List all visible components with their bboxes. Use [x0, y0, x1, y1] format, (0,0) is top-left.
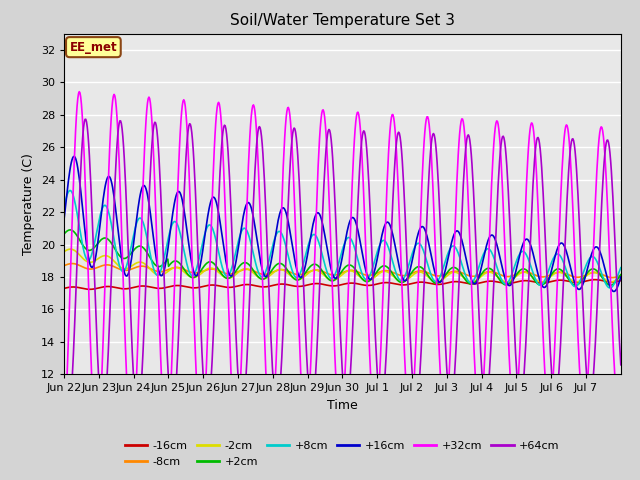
+2cm: [126, 252, 134, 257]
Line: +32cm: +32cm: [64, 92, 621, 445]
X-axis label: Time: Time: [327, 399, 358, 412]
+8cm: [256, 273, 264, 278]
+16cm: [617, 274, 625, 280]
Line: +64cm: +64cm: [64, 119, 621, 420]
+64cm: [433, 150, 440, 156]
-2cm: [432, 279, 440, 285]
+2cm: [66, 227, 74, 233]
+64cm: [127, 314, 134, 320]
+32cm: [76, 89, 83, 95]
+32cm: [93, 442, 100, 448]
Title: Soil/Water Temperature Set 3: Soil/Water Temperature Set 3: [230, 13, 455, 28]
+64cm: [229, 261, 237, 267]
+32cm: [127, 438, 134, 444]
-2cm: [60, 249, 68, 254]
+8cm: [60, 204, 68, 210]
+32cm: [433, 276, 440, 282]
+64cm: [617, 362, 625, 368]
+64cm: [82, 116, 90, 122]
+64cm: [65, 417, 72, 422]
+32cm: [617, 397, 625, 403]
-8cm: [228, 271, 236, 276]
+16cm: [432, 272, 440, 278]
Y-axis label: Temperature (C): Temperature (C): [22, 153, 35, 255]
+16cm: [126, 264, 134, 270]
-8cm: [617, 272, 625, 278]
+16cm: [228, 272, 236, 277]
Line: -16cm: -16cm: [64, 280, 621, 289]
+32cm: [60, 432, 68, 438]
+2cm: [432, 280, 440, 286]
Line: -8cm: -8cm: [64, 264, 621, 277]
+32cm: [229, 411, 237, 417]
+8cm: [228, 263, 236, 269]
-16cm: [256, 284, 264, 289]
-8cm: [608, 275, 616, 280]
+32cm: [257, 228, 264, 233]
-2cm: [617, 273, 625, 279]
-16cm: [228, 284, 236, 290]
+8cm: [126, 249, 134, 254]
+2cm: [617, 272, 625, 277]
-2cm: [401, 278, 408, 284]
-8cm: [68, 261, 76, 266]
Line: +16cm: +16cm: [64, 156, 621, 291]
-16cm: [617, 278, 625, 284]
-8cm: [401, 273, 408, 278]
Line: +2cm: +2cm: [64, 230, 621, 285]
+8cm: [606, 285, 614, 291]
+64cm: [60, 379, 68, 384]
+32cm: [401, 367, 409, 372]
+2cm: [537, 282, 545, 288]
-8cm: [126, 267, 134, 273]
-2cm: [433, 279, 441, 285]
+2cm: [228, 273, 236, 278]
+8cm: [432, 279, 440, 285]
+16cm: [70, 154, 78, 159]
-16cm: [591, 277, 599, 283]
-2cm: [256, 275, 264, 281]
Line: -2cm: -2cm: [64, 249, 621, 282]
-16cm: [277, 281, 285, 287]
+2cm: [401, 278, 408, 284]
+64cm: [257, 128, 264, 133]
-16cm: [432, 281, 440, 287]
-8cm: [60, 263, 68, 268]
+16cm: [256, 256, 264, 262]
-16cm: [401, 282, 408, 288]
+64cm: [278, 355, 285, 360]
-2cm: [126, 264, 134, 270]
+8cm: [401, 274, 408, 280]
+8cm: [277, 230, 285, 236]
+16cm: [277, 207, 285, 213]
+16cm: [401, 278, 408, 284]
-8cm: [432, 273, 440, 278]
+8cm: [66, 188, 74, 193]
-16cm: [60, 286, 68, 291]
+2cm: [277, 261, 285, 266]
+32cm: [278, 200, 285, 205]
Legend: -16cm, -8cm, -2cm, +2cm, +8cm, +16cm, +32cm, +64cm: -16cm, -8cm, -2cm, +2cm, +8cm, +16cm, +3…: [121, 437, 564, 471]
+16cm: [610, 288, 618, 294]
+16cm: [60, 217, 68, 223]
-16cm: [126, 285, 134, 291]
+64cm: [401, 215, 409, 220]
-16cm: [86, 287, 93, 292]
-8cm: [256, 271, 264, 276]
-2cm: [67, 246, 74, 252]
Line: +8cm: +8cm: [64, 191, 621, 288]
-2cm: [277, 266, 285, 272]
+2cm: [60, 231, 68, 237]
-2cm: [228, 274, 236, 280]
Text: EE_met: EE_met: [70, 41, 117, 54]
-8cm: [277, 267, 285, 273]
+2cm: [256, 276, 264, 281]
+8cm: [617, 265, 625, 271]
